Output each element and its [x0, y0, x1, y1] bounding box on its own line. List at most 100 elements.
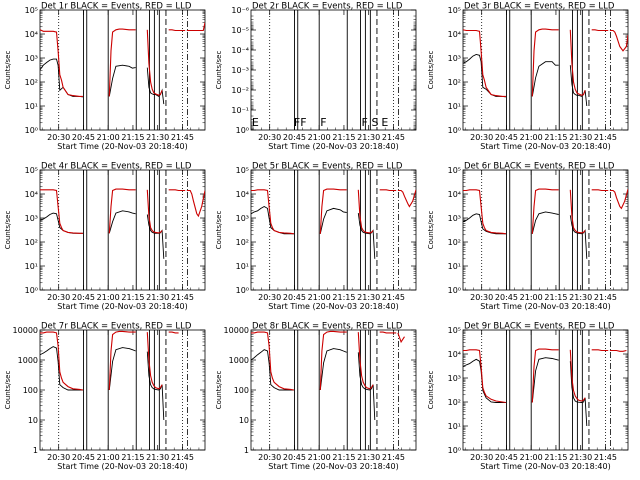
x-tick-label: 20:30	[47, 133, 70, 142]
chart-title: Det 9r BLACK = Events, RED = LLD	[464, 322, 615, 332]
chart-title: Det 8r BLACK = Events, RED = LLD	[252, 322, 403, 332]
x-tick-label: 21:15	[544, 293, 567, 302]
x-tick-label: 21:15	[121, 133, 144, 142]
y-tick-label: 10²	[448, 238, 461, 247]
chart-title: Det 2r BLACK = Events, RED = LLD	[252, 2, 403, 12]
lld-series-line	[379, 331, 397, 334]
lld-series-line	[251, 189, 294, 235]
y-tick-label: 10⁰	[448, 286, 461, 295]
y-tick-label: 100	[23, 386, 38, 395]
y-tick-label: 10⁰	[236, 126, 249, 135]
chart-title: Det 4r BLACK = Events, RED = LLD	[41, 162, 192, 172]
x-tick-label: 21:30	[146, 453, 169, 462]
x-tick-label: 20:45	[495, 133, 518, 142]
events-series-line	[108, 210, 136, 234]
lld-series-line	[146, 189, 163, 234]
events-series-line	[531, 61, 559, 97]
y-tick-label: 10⁰	[236, 286, 249, 295]
x-tick-label: 21:00	[520, 133, 543, 142]
lld-series-line	[319, 330, 347, 391]
y-tick-label: 10	[239, 416, 249, 425]
chart-panel-6: Det 6r BLACK = Events, RED = LLD Counts/s…	[427, 162, 629, 311]
x-tick-label: 21:00	[520, 453, 543, 462]
y-tick-label: 10000	[224, 326, 249, 335]
x-axis-label: Start Time (20-Nov-03 20:18:40)	[57, 302, 187, 311]
y-tick-label: 10⁴	[448, 350, 461, 359]
x-tick-label: 21:45	[594, 133, 617, 142]
y-tick-label: 10⁴	[25, 190, 38, 199]
y-tick-label: 10²	[236, 238, 249, 247]
lld-series-line	[609, 29, 628, 52]
y-axis-label: Counts/sec	[4, 371, 12, 410]
y-axis-label: Counts/sec	[427, 371, 435, 410]
x-tick-label: 21:15	[121, 293, 144, 302]
lld-series-line	[397, 189, 416, 208]
chart-panel-2: Det 2r BLACK = Events, RED = LLD Counts/s…	[215, 2, 417, 151]
y-tick-label: 10⁴	[236, 190, 249, 199]
y-tick-label: 10⁻³	[231, 66, 249, 75]
events-series-line	[108, 347, 136, 391]
y-tick-label: 10¹	[25, 102, 38, 111]
events-series-line	[251, 205, 294, 235]
events-series-line	[463, 358, 506, 403]
x-tick-label: 21:15	[544, 133, 567, 142]
y-tick-label: 10000	[13, 326, 38, 335]
x-axis-label: Start Time (20-Nov-03 20:18:40)	[480, 142, 610, 151]
y-tick-label: 10²	[25, 238, 38, 247]
y-axis-label: Counts/sec	[215, 211, 223, 250]
events-series-line	[108, 64, 136, 97]
y-tick-label: 10⁴	[448, 190, 461, 199]
chart-title: Det 6r BLACK = Events, RED = LLD	[464, 162, 615, 172]
x-tick-label: 21:30	[357, 293, 380, 302]
plot-frame	[462, 169, 629, 291]
y-axis-label: Counts/sec	[4, 211, 12, 250]
x-tick-label: 21:45	[382, 453, 405, 462]
x-tick-label: 20:30	[47, 293, 70, 302]
events-series-line	[531, 357, 559, 403]
x-tick-label: 21:30	[569, 293, 592, 302]
lld-series-line	[108, 28, 136, 97]
x-tick-label: 21:45	[594, 453, 617, 462]
y-axis-label: Counts/sec	[215, 51, 223, 90]
x-tick-label: 21:30	[569, 133, 592, 142]
y-tick-label: 1	[33, 446, 38, 455]
lld-series-line	[379, 189, 397, 192]
y-axis-label: Counts/sec	[215, 371, 223, 410]
lld-series-line	[186, 189, 205, 218]
x-tick-label: 20:45	[283, 133, 306, 142]
x-tick-label: 20:45	[72, 133, 95, 142]
lld-series-line	[397, 332, 405, 344]
plot-frame	[39, 9, 206, 131]
lld-series-line	[531, 348, 559, 403]
annotation-label: F	[362, 116, 368, 129]
y-axis-label: Counts/sec	[427, 211, 435, 250]
y-tick-label: 10¹	[448, 262, 461, 271]
chart-title: Det 3r BLACK = Events, RED = LLD	[464, 2, 615, 12]
lld-series-line	[591, 189, 609, 192]
y-tick-label: 10⁵	[448, 6, 461, 15]
y-tick-label: 10¹	[448, 422, 461, 431]
x-tick-label: 21:00	[97, 293, 120, 302]
x-axis-label: Start Time (20-Nov-03 20:18:40)	[268, 462, 398, 471]
y-tick-label: 100	[234, 386, 249, 395]
x-tick-label: 21:45	[382, 293, 405, 302]
chart-panel-9: Det 9r BLACK = Events, RED = LLD Counts/s…	[427, 322, 629, 471]
x-tick-label: 20:45	[283, 453, 306, 462]
annotation-label: S	[371, 116, 378, 129]
x-tick-label: 20:30	[258, 133, 281, 142]
y-tick-label: 10³	[448, 214, 461, 223]
x-axis-label: Start Time (20-Nov-03 20:18:40)	[57, 462, 187, 471]
x-tick-label: 21:00	[308, 453, 331, 462]
y-tick-label: 10¹	[448, 102, 461, 111]
plot-frame	[462, 9, 629, 131]
lld-series-line	[569, 29, 586, 96]
y-tick-label: 10²	[448, 78, 461, 87]
y-tick-label: 10⁴	[25, 30, 38, 39]
lld-series-line	[146, 332, 163, 390]
lld-series-line	[168, 189, 186, 192]
y-tick-label: 10⁵	[448, 326, 461, 335]
x-axis-label: Start Time (20-Nov-03 20:18:40)	[268, 302, 398, 311]
x-tick-label: 21:45	[171, 293, 194, 302]
x-tick-label: 21:00	[520, 293, 543, 302]
lld-series-line	[531, 188, 559, 234]
